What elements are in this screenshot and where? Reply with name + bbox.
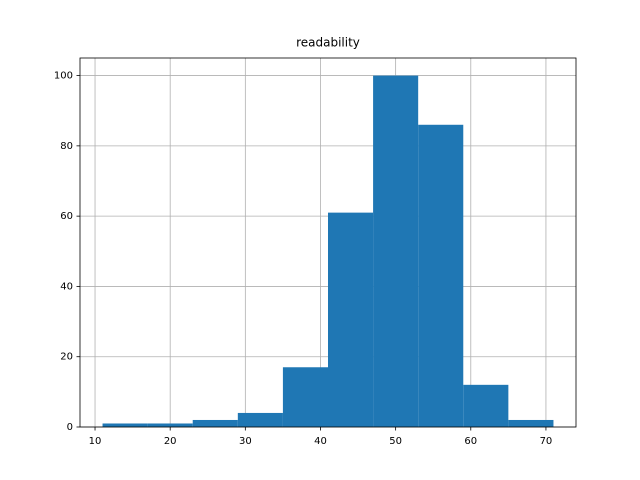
y-tick-label: 20 bbox=[60, 352, 73, 363]
bar bbox=[463, 384, 509, 427]
y-tick-label: 40 bbox=[60, 281, 73, 292]
x-tick-label: 20 bbox=[164, 436, 177, 447]
plot-area: 10 20 30 40 50 60 70 0 20 40 60 80 100 bbox=[54, 57, 577, 447]
bar bbox=[147, 423, 193, 427]
bar bbox=[373, 75, 419, 428]
bars bbox=[102, 75, 554, 428]
axes: 10 20 30 40 50 60 70 0 20 40 60 80 100 bbox=[54, 57, 577, 447]
bar bbox=[192, 419, 238, 427]
x-tick-label: 40 bbox=[314, 436, 327, 447]
x-tick-label: 50 bbox=[389, 436, 402, 447]
bar bbox=[328, 212, 374, 427]
chart-title: readability bbox=[296, 36, 360, 50]
bar bbox=[508, 419, 554, 427]
bar bbox=[237, 412, 283, 427]
x-tick-label: 30 bbox=[239, 436, 252, 447]
y-tick-label: 100 bbox=[54, 71, 73, 82]
y-tick-label: 80 bbox=[60, 141, 73, 152]
bar bbox=[418, 124, 464, 428]
y-tick-label: 60 bbox=[60, 211, 73, 222]
bar bbox=[102, 423, 148, 427]
x-tick-label: 70 bbox=[540, 436, 553, 447]
bar bbox=[282, 367, 328, 427]
y-tick-label: 0 bbox=[67, 422, 73, 433]
x-tick-label: 10 bbox=[89, 436, 102, 447]
x-tick-label: 60 bbox=[464, 436, 477, 447]
axes-frame bbox=[79, 57, 577, 428]
